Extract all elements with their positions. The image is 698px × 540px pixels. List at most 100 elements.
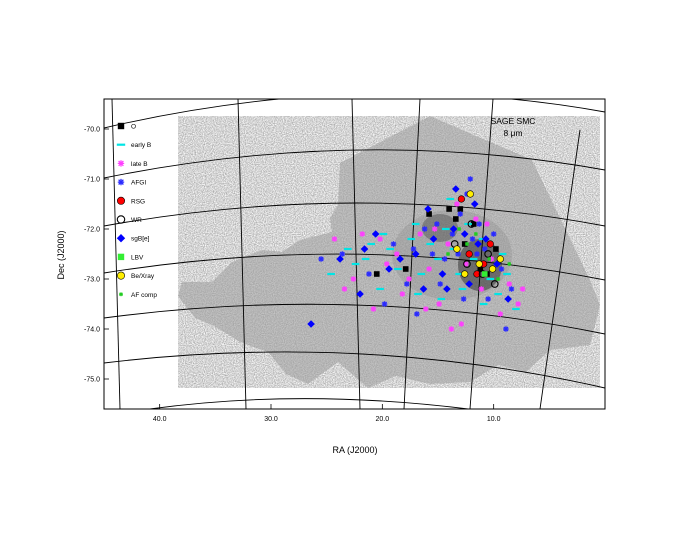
marker-sgb-e <box>429 235 438 243</box>
grid-ra-line <box>469 99 494 409</box>
grid-ra-line <box>351 99 361 409</box>
marker-sgb-e <box>460 230 469 238</box>
marker-afgi <box>481 246 488 252</box>
marker-o <box>457 206 464 212</box>
marker-lbv <box>481 271 488 277</box>
marker-late-b <box>478 286 485 292</box>
marker-afgi <box>366 271 372 277</box>
marker-af-comp <box>487 257 492 261</box>
marker-late-b <box>506 281 513 287</box>
grid-ra-line <box>237 99 247 409</box>
marker-late-b <box>399 291 406 297</box>
y-axis: -70.0 -71.0 -72.0 -73.0 -74.0 -75.0 <box>84 127 109 384</box>
marker-late-b <box>445 241 451 247</box>
marker-late-b <box>370 306 377 312</box>
legend-marker-rsg <box>117 196 126 205</box>
marker-af-comp <box>507 262 512 266</box>
y-tick-label: -72.0 <box>84 227 100 234</box>
grid-dec-line <box>104 351 605 389</box>
legend-marker-o <box>117 122 125 130</box>
marker-sgb-e <box>419 285 428 293</box>
y-axis-label: Dec (J2000) <box>56 230 66 279</box>
chart-title: SAGE SMC <box>491 116 536 126</box>
marker-late-b <box>406 276 412 282</box>
marker-afgi <box>490 231 497 237</box>
x-tick-label: 10.0 <box>487 416 501 423</box>
marker-sgb-e <box>493 260 501 268</box>
marker-o <box>470 221 477 227</box>
y-tick-label: -70.0 <box>84 127 100 134</box>
marker-rsg <box>486 240 494 248</box>
marker-af-comp <box>457 227 462 231</box>
y-tick-label: -71.0 <box>84 177 100 184</box>
chart-subtitle: 8 μm <box>503 128 522 138</box>
marker-o <box>477 266 484 272</box>
marker-afgi <box>457 211 464 217</box>
marker-be-xray <box>466 190 474 198</box>
legend-label-o: O <box>131 124 136 131</box>
marker-sgb-e <box>385 265 393 273</box>
marker-afgi <box>381 301 388 307</box>
marker-o <box>453 216 459 222</box>
marker-late-b <box>377 236 383 242</box>
legend-marker-lbv <box>117 253 125 261</box>
legend-marker-afgi <box>117 178 125 186</box>
marker-be-xray <box>496 255 504 263</box>
legend-label-be-xray: Be/Xray <box>131 273 155 280</box>
marker-afgi <box>414 311 420 317</box>
marker-rsg <box>473 270 481 278</box>
grid-dec-line <box>104 149 605 179</box>
legend-label-wr: WR <box>131 217 142 224</box>
marker-afgi <box>437 281 444 287</box>
legend-marker-wr <box>116 215 126 224</box>
plot-frame <box>103 98 606 410</box>
marker-late-b <box>383 261 390 267</box>
marker-sgb-e <box>438 270 447 278</box>
marker-sgb-e <box>465 280 473 288</box>
marker-late-b <box>519 286 526 292</box>
x-axis: 40.0 30.0 20.0 10.0 <box>153 404 501 423</box>
legend-label-sgb-e: sgB[e] <box>131 236 150 243</box>
marker-afgi <box>508 286 515 292</box>
marker-late-b <box>473 216 479 222</box>
marker-late-b <box>454 201 460 207</box>
marker-af-comp <box>464 242 469 246</box>
marker-sgb-e <box>452 185 460 193</box>
marker-afgi <box>449 231 456 237</box>
marker-afgi <box>318 256 324 262</box>
marker-rsg <box>457 195 465 203</box>
grid-dec-line <box>104 202 605 227</box>
marker-sgb-e <box>474 240 482 248</box>
marker-late-b <box>497 311 504 317</box>
grid-dec-line <box>104 253 605 281</box>
legend-marker-af-comp <box>119 292 123 297</box>
y-tick-label: -74.0 <box>84 327 100 334</box>
marker-sgb-e <box>470 200 479 208</box>
marker-late-b <box>422 306 429 312</box>
marker-late-b <box>394 251 400 257</box>
x-axis-label: RA (J2000) <box>332 445 377 455</box>
marker-late-b <box>436 301 442 307</box>
marker-late-b <box>488 256 495 262</box>
marker-late-b <box>331 236 338 242</box>
legend-marker-sgb-e <box>116 234 126 243</box>
marker-late-b <box>350 276 357 282</box>
legend-marker-be-xray <box>117 271 126 280</box>
legend-label-af-comp: AF comp <box>131 292 157 299</box>
marker-afgi <box>498 266 505 272</box>
marker-o <box>373 271 380 277</box>
marker-late-b <box>515 301 521 307</box>
legend-label-lbv: LBV <box>131 254 144 261</box>
marker-be-xray <box>488 265 497 273</box>
marker-be-xray <box>461 270 469 278</box>
marker-late-b <box>458 321 465 327</box>
marker-late-b <box>359 231 366 237</box>
marker-af-comp <box>473 232 478 236</box>
marker-rsg <box>465 250 473 258</box>
marker-afgi <box>455 251 461 257</box>
marker-late-b <box>426 266 432 272</box>
marker-afgi <box>460 296 467 302</box>
marker-wr <box>467 220 476 228</box>
